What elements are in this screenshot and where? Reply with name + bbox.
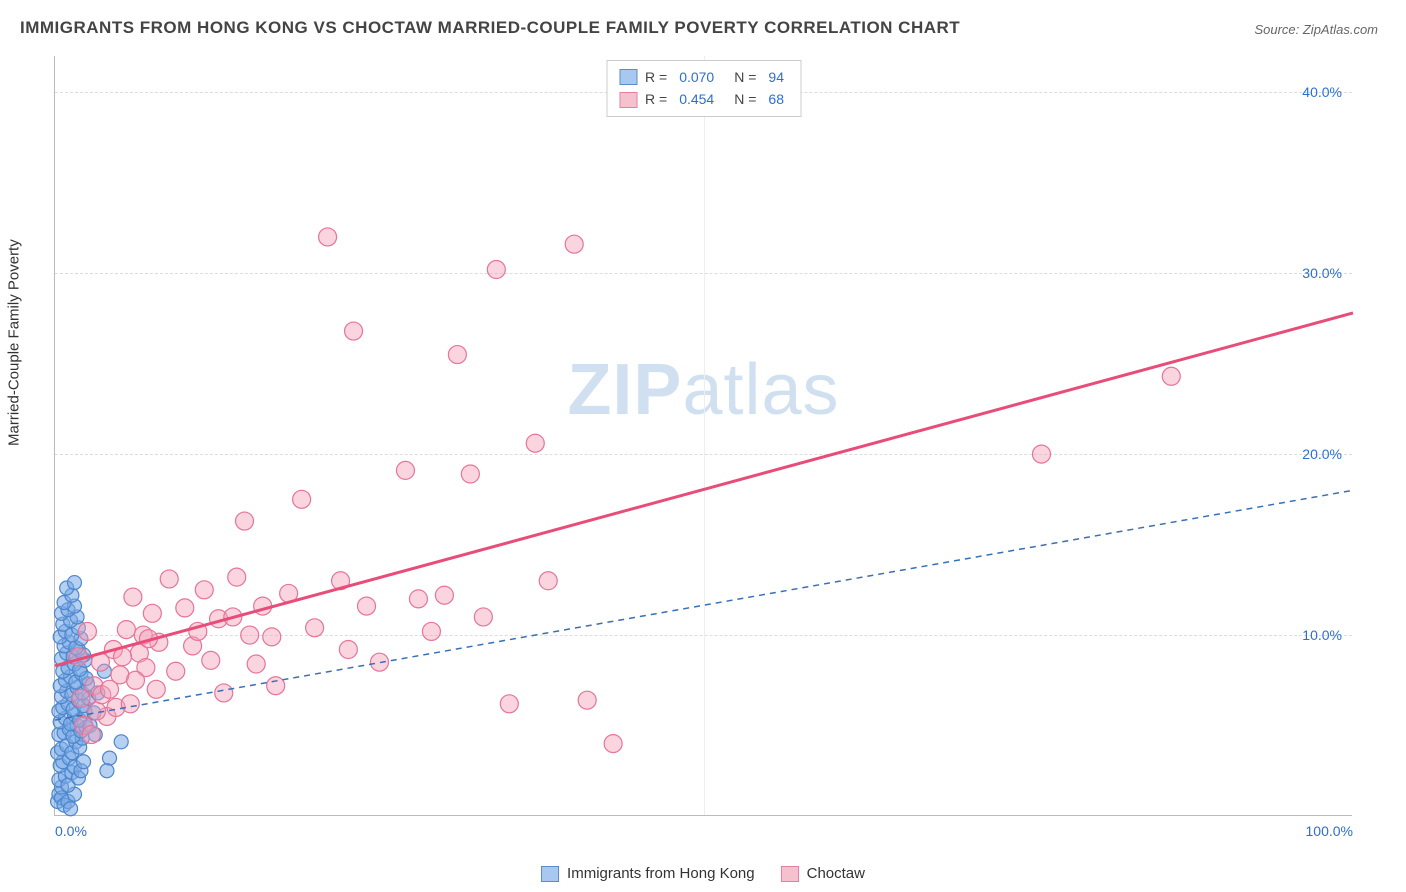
chart-title: IMMIGRANTS FROM HONG KONG VS CHOCTAW MAR… [20,18,960,38]
xtick-label: 100.0% [1306,823,1353,839]
legend-bottom-label-1: Choctaw [807,865,865,882]
y-axis-label: Married-Couple Family Poverty [6,239,23,446]
legend-bottom: Immigrants from Hong Kong Choctaw [541,865,865,882]
legend-bottom-label-0: Immigrants from Hong Kong [567,865,755,882]
xtick-label: 0.0% [55,823,87,839]
legend-bottom-swatch-0 [541,866,559,882]
legend-bottom-item-1: Choctaw [781,865,865,882]
legend-bottom-swatch-1 [781,866,799,882]
legend-bottom-item-0: Immigrants from Hong Kong [541,865,755,882]
ytick-label: 40.0% [1252,84,1342,100]
ytick-label: 20.0% [1252,446,1342,462]
ytick-label: 10.0% [1252,627,1342,643]
ytick-label: 30.0% [1252,265,1342,281]
source-attribution: Source: ZipAtlas.com [1254,22,1378,37]
chart-svg [55,56,1352,815]
plot-area: ZIPatlas R = 0.070 N = 94 R = 0.454 N = … [54,56,1352,816]
